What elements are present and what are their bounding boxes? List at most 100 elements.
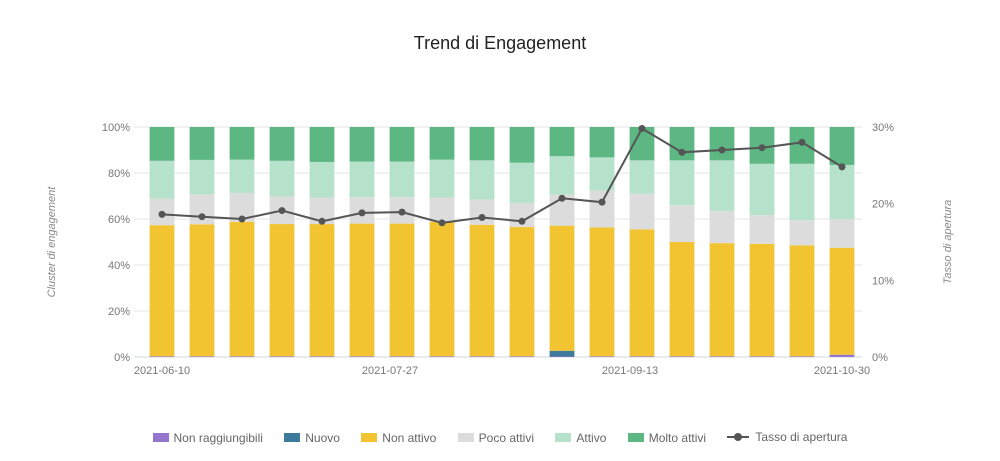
bar-segment-poco-attivi[interactable] [589, 190, 615, 228]
open-rate-point[interactable] [518, 217, 526, 225]
bar-segment-non-attivo[interactable] [469, 224, 495, 357]
bar-stack[interactable] [709, 127, 735, 357]
bar-segment-non-attivo[interactable] [309, 224, 335, 357]
bar-segment-molto-attivi[interactable] [309, 127, 335, 162]
bar-segment-non-raggiungibili[interactable] [669, 356, 695, 357]
bar-stack[interactable] [149, 127, 175, 357]
bar-segment-attivo[interactable] [229, 159, 255, 194]
legend-item-tasso-di-apertura[interactable]: Tasso di apertura [727, 430, 847, 444]
bar-segment-poco-attivi[interactable] [709, 210, 735, 244]
legend-item-attivo[interactable]: Attivo [555, 431, 606, 445]
bar-segment-non-raggiungibili[interactable] [829, 354, 855, 357]
bar-segment-non-attivo[interactable] [349, 223, 375, 357]
bar-segment-attivo[interactable] [709, 160, 735, 211]
open-rate-point[interactable] [358, 209, 366, 217]
bar-segment-molto-attivi[interactable] [229, 127, 255, 160]
legend-item-molto-attivi[interactable]: Molto attivi [627, 431, 706, 445]
bar-stack[interactable] [589, 127, 615, 357]
bar-segment-non-raggiungibili[interactable] [709, 356, 735, 357]
bar-segment-attivo[interactable] [189, 159, 215, 195]
bar-stack[interactable] [469, 127, 495, 357]
bar-segment-non-raggiungibili[interactable] [389, 356, 415, 357]
bar-segment-non-attivo[interactable] [429, 221, 455, 357]
bar-segment-non-attivo[interactable] [789, 245, 815, 357]
bar-segment-non-attivo[interactable] [709, 243, 735, 357]
bar-segment-molto-attivi[interactable] [709, 127, 735, 161]
bar-segment-attivo[interactable] [389, 161, 415, 198]
bar-segment-molto-attivi[interactable] [349, 127, 375, 162]
bar-segment-non-raggiungibili[interactable] [349, 356, 375, 357]
open-rate-point[interactable] [718, 146, 726, 154]
bar-segment-poco-attivi[interactable] [749, 215, 775, 244]
bar-segment-molto-attivi[interactable] [509, 127, 535, 163]
bar-segment-attivo[interactable] [829, 164, 855, 219]
open-rate-point[interactable] [438, 219, 446, 227]
bar-stack[interactable] [389, 127, 415, 357]
open-rate-point[interactable] [678, 148, 686, 156]
bar-segment-molto-attivi[interactable] [389, 127, 415, 162]
bar-segment-non-raggiungibili[interactable] [509, 356, 535, 357]
open-rate-point[interactable] [598, 198, 606, 206]
bar-segment-poco-attivi[interactable] [429, 197, 455, 222]
bar-segment-attivo[interactable] [669, 160, 695, 206]
legend-item-poco-attivi[interactable]: Poco attivi [457, 431, 534, 445]
bar-stack[interactable] [309, 127, 335, 357]
bar-segment-non-raggiungibili[interactable] [589, 356, 615, 357]
bar-segment-molto-attivi[interactable] [829, 127, 855, 165]
bar-segment-non-attivo[interactable] [389, 223, 415, 357]
open-rate-point[interactable] [558, 194, 566, 202]
bar-segment-non-attivo[interactable] [549, 225, 575, 351]
bar-stack[interactable] [829, 127, 855, 357]
bar-segment-non-raggiungibili[interactable] [309, 356, 335, 357]
bar-segment-non-attivo[interactable] [229, 221, 255, 357]
bar-segment-non-raggiungibili[interactable] [629, 356, 655, 357]
bar-segment-non-raggiungibili[interactable] [749, 356, 775, 357]
bar-segment-non-raggiungibili[interactable] [229, 356, 255, 357]
bar-segment-non-attivo[interactable] [189, 224, 215, 357]
bar-stack[interactable] [349, 127, 375, 357]
bar-segment-attivo[interactable] [269, 160, 295, 197]
bar-stack[interactable] [549, 127, 575, 357]
bar-stack[interactable] [229, 127, 255, 357]
bar-stack[interactable] [749, 127, 775, 357]
bar-segment-poco-attivi[interactable] [669, 205, 695, 242]
open-rate-point[interactable] [238, 215, 246, 223]
bar-stack[interactable] [509, 127, 535, 357]
bar-segment-attivo[interactable] [429, 159, 455, 198]
bar-stack[interactable] [189, 127, 215, 357]
bar-segment-molto-attivi[interactable] [549, 127, 575, 157]
bar-segment-attivo[interactable] [149, 160, 175, 199]
bar-segment-non-attivo[interactable] [149, 225, 175, 357]
bar-stack[interactable] [429, 127, 455, 357]
bar-segment-molto-attivi[interactable] [189, 127, 215, 160]
bar-segment-non-attivo[interactable] [589, 227, 615, 357]
bar-stack[interactable] [269, 127, 295, 357]
bar-segment-non-raggiungibili[interactable] [429, 356, 455, 357]
bar-segment-attivo[interactable] [629, 160, 655, 194]
open-rate-point[interactable] [198, 213, 206, 221]
bar-segment-non-attivo[interactable] [269, 224, 295, 357]
legend-item-non-raggiungibili[interactable]: Non raggiungibili [152, 431, 263, 445]
legend-item-nuovo[interactable]: Nuovo [284, 431, 340, 445]
bar-segment-attivo[interactable] [349, 161, 375, 198]
bar-segment-non-raggiungibili[interactable] [269, 356, 295, 357]
open-rate-point[interactable] [798, 138, 806, 146]
bar-segment-poco-attivi[interactable] [829, 219, 855, 248]
bar-segment-non-attivo[interactable] [749, 243, 775, 357]
bar-segment-non-attivo[interactable] [669, 242, 695, 357]
bar-segment-attivo[interactable] [749, 163, 775, 216]
open-rate-point[interactable] [158, 210, 166, 218]
bar-segment-molto-attivi[interactable] [269, 127, 295, 161]
bar-segment-non-raggiungibili[interactable] [469, 356, 495, 357]
bar-stack[interactable] [629, 127, 655, 357]
legend-item-non-attivo[interactable]: Non attivo [361, 431, 436, 445]
bar-segment-attivo[interactable] [789, 163, 815, 221]
bar-segment-non-raggiungibili[interactable] [789, 356, 815, 357]
bar-segment-attivo[interactable] [469, 160, 495, 200]
bar-stack[interactable] [789, 127, 815, 357]
bar-segment-molto-attivi[interactable] [149, 127, 175, 161]
open-rate-point[interactable] [278, 207, 286, 215]
bar-segment-non-attivo[interactable] [509, 227, 535, 357]
bar-segment-non-raggiungibili[interactable] [149, 356, 175, 357]
open-rate-point[interactable] [398, 208, 406, 216]
